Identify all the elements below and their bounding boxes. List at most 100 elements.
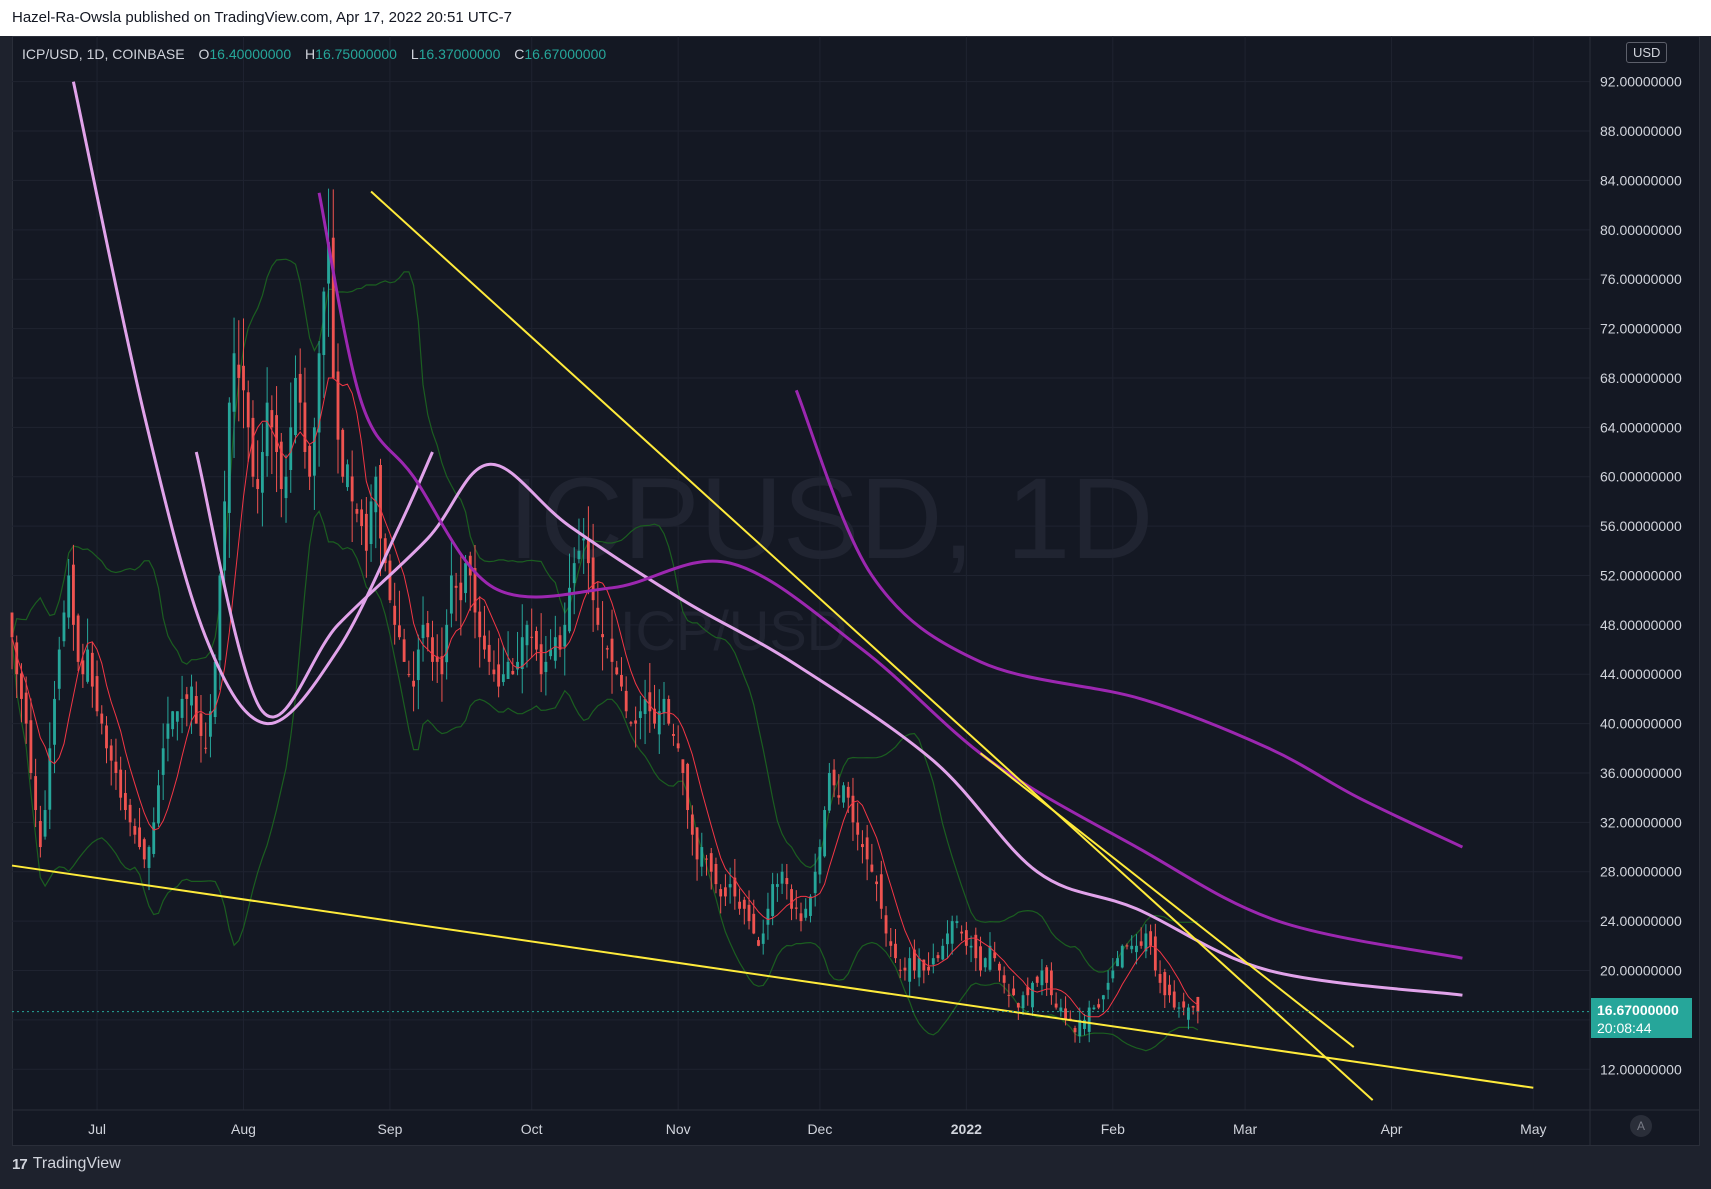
candle-body — [1106, 982, 1110, 990]
candle-body — [525, 624, 529, 646]
candle-body — [601, 634, 604, 638]
candle-body — [894, 943, 897, 959]
candle-body — [591, 557, 595, 601]
candle-body — [246, 392, 250, 428]
candle-body — [695, 827, 699, 860]
candle-body — [719, 889, 723, 897]
candle-body — [832, 769, 836, 786]
candle-body — [757, 940, 760, 946]
candle-body — [596, 607, 600, 625]
lower-trendline — [11, 864, 1534, 1089]
candle-body — [270, 410, 274, 428]
candle-body — [714, 864, 718, 885]
candle-body — [605, 648, 609, 650]
trendlines[interactable] — [11, 190, 1534, 1101]
candle-body — [142, 839, 146, 860]
candle-body — [936, 955, 940, 959]
candle-body — [341, 429, 345, 477]
candle-body — [667, 699, 671, 724]
candle-body — [487, 644, 491, 662]
candle-body — [799, 913, 803, 922]
candle-body — [941, 945, 945, 960]
candle-body — [520, 637, 524, 669]
candle-body — [950, 921, 954, 944]
candle-body — [733, 877, 737, 897]
candle-body — [1168, 984, 1171, 996]
legend-open: 16.40000000 — [209, 46, 292, 62]
candle-body — [374, 476, 378, 513]
time-tick-label: May — [1520, 1121, 1546, 1137]
price-axis[interactable]: 12.0000000016.0000000020.0000000024.0000… — [1589, 36, 1682, 1146]
candle-body — [1054, 1003, 1058, 1008]
candle-body — [643, 698, 647, 715]
currency-badge[interactable]: USD — [1626, 42, 1668, 63]
chart-frame[interactable] — [12, 36, 1700, 1146]
candle-body — [964, 930, 968, 946]
candle-body — [875, 881, 879, 885]
candle-body — [620, 674, 623, 687]
candle-body — [454, 585, 458, 588]
publish-line: Hazel-Ra-Owsla published on TradingView.… — [12, 9, 512, 26]
time-tick-label: Oct — [521, 1121, 543, 1137]
upper-trendline-1 — [370, 190, 1374, 1101]
candle-body — [1021, 995, 1025, 1009]
candle-body — [809, 896, 812, 916]
candle-body — [946, 933, 949, 945]
candle-body — [86, 649, 90, 682]
candle-body — [653, 708, 656, 724]
candle-body — [898, 969, 902, 971]
candle-body — [922, 959, 926, 971]
moving-averages — [11, 81, 1464, 1018]
candle-body — [998, 963, 1001, 971]
time-tick-label: Feb — [1101, 1121, 1125, 1137]
tradingview-brand[interactable]: 17 TradingView — [12, 1155, 121, 1173]
candle-body — [1130, 945, 1134, 950]
candle-body — [879, 874, 883, 909]
legend-high: 16.75000000 — [315, 46, 397, 62]
candle-body — [180, 698, 184, 718]
watermark-line2: ICP/USD — [620, 599, 847, 662]
candle-body — [223, 501, 227, 571]
candle-body — [846, 786, 850, 798]
candle-body — [634, 720, 638, 724]
price-tick-label: 64.00000000 — [1600, 419, 1682, 435]
candle-body — [204, 747, 208, 749]
autoscale-button[interactable]: A — [1630, 1115, 1652, 1137]
candle-body — [912, 949, 916, 971]
candle-body — [1101, 995, 1105, 1000]
candle-body — [38, 821, 42, 848]
candle-body — [771, 884, 775, 917]
candle-body — [572, 563, 576, 584]
candle-body — [501, 674, 505, 683]
candle-body — [955, 921, 959, 924]
candle-body — [1092, 1007, 1096, 1010]
price-tick-label: 84.00000000 — [1600, 172, 1682, 188]
candle-body — [535, 630, 538, 650]
candle-body — [752, 913, 756, 934]
candle-body — [303, 402, 307, 453]
candle-body — [284, 476, 288, 499]
watermark-line1: ICPUSD, 1D — [508, 455, 1153, 583]
candle-body — [1158, 973, 1162, 983]
time-axis[interactable]: Jul Aug Sep Oct Nov Dec 2022 Feb Mar Apr May — [12, 1109, 1700, 1137]
candle-body — [355, 509, 359, 514]
candle-body — [1191, 1006, 1195, 1008]
legend-close-label: C — [514, 46, 525, 62]
candle-body — [728, 884, 732, 888]
candle-body — [506, 661, 510, 679]
short-ma-line — [11, 377, 1199, 1018]
candle-body — [686, 763, 690, 811]
price-tick-label: 88.00000000 — [1600, 123, 1682, 139]
candle-body — [1120, 945, 1124, 968]
ma-light-slow-line — [194, 451, 1463, 997]
candle-body — [260, 452, 264, 493]
price-tick-label: 76.00000000 — [1600, 271, 1682, 287]
candle-body — [449, 575, 453, 614]
candle-body — [237, 364, 241, 378]
candle-body — [610, 638, 614, 662]
candle-body — [294, 377, 297, 436]
footer-bar — [0, 1146, 1711, 1189]
price-tick-label: 20.00000000 — [1600, 963, 1682, 979]
price-tick-label: 40.00000000 — [1600, 716, 1682, 732]
